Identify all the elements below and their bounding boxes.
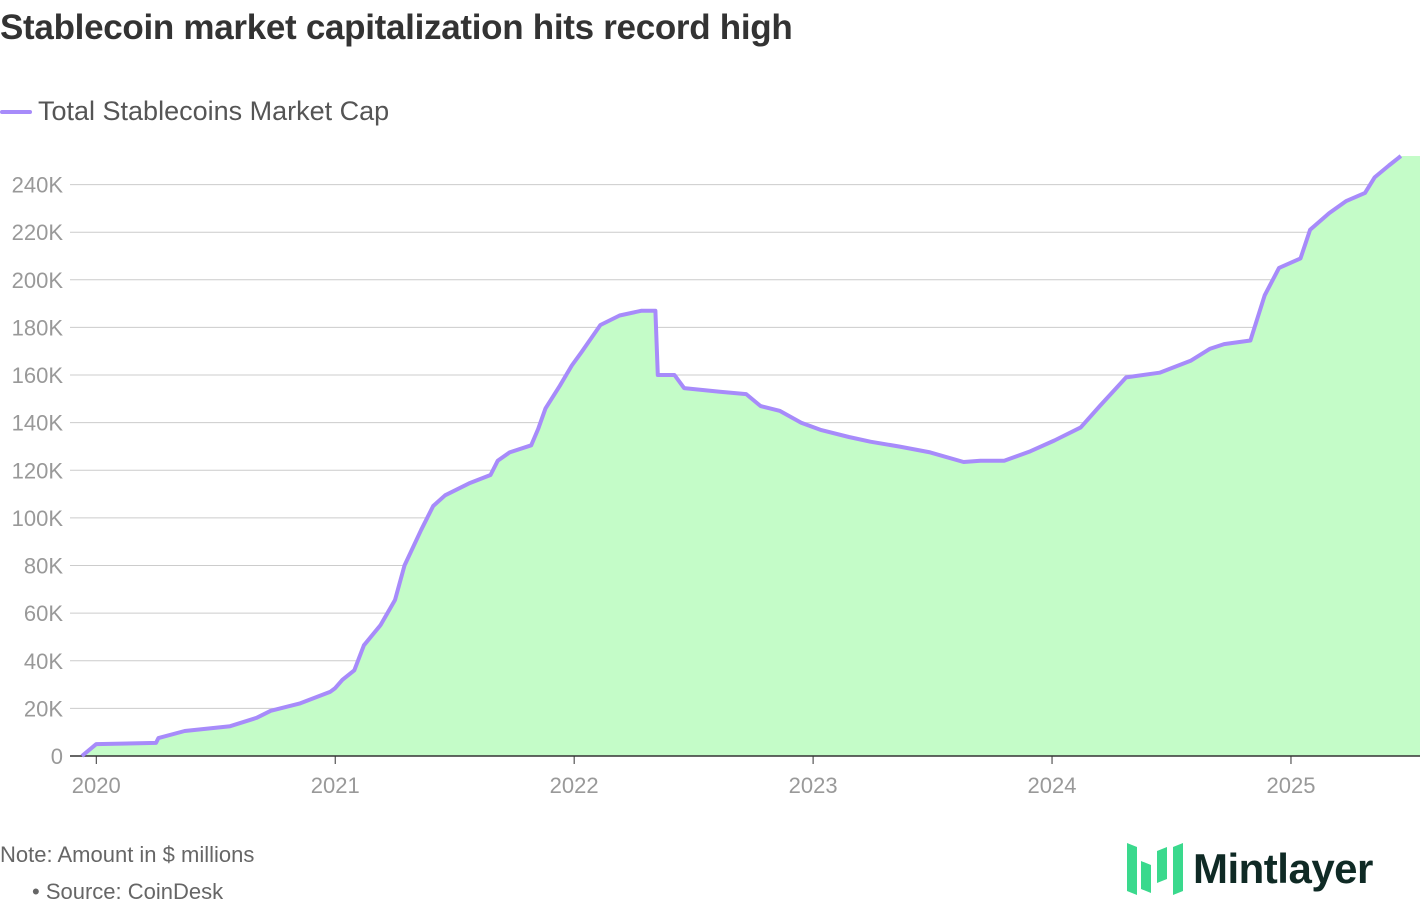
y-tick-label: 120K [12, 458, 64, 483]
legend-swatch [0, 109, 32, 114]
y-tick-label: 200K [12, 268, 64, 293]
legend: Total Stablecoins Market Cap [0, 96, 389, 127]
x-tick-label: 2022 [550, 773, 599, 798]
y-tick-label: 20K [24, 696, 63, 721]
y-tick-label: 60K [24, 601, 63, 626]
y-tick-label: 80K [24, 554, 63, 579]
y-tick-label: 0 [51, 744, 63, 769]
x-tick-label: 2025 [1266, 773, 1315, 798]
legend-label: Total Stablecoins Market Cap [38, 96, 390, 126]
source: • Source: CoinDesk [32, 879, 224, 904]
mintlayer-logo: Mintlayer [1127, 843, 1373, 895]
mintlayer-logo-icon [1127, 843, 1183, 895]
series-line [80, 154, 1403, 758]
x-tick-label: 2020 [72, 773, 121, 798]
y-tick-label: 240K [12, 173, 64, 198]
y-tick-label: 180K [12, 315, 64, 340]
y-tick-label: 100K [12, 506, 64, 531]
y-tick-label: 40K [24, 649, 63, 674]
area-fill [81, 156, 1420, 756]
x-tick-label: 2023 [789, 773, 838, 798]
x-tick-label: 2024 [1028, 773, 1077, 798]
logo-wordmark: Mintlayer [1193, 845, 1373, 892]
y-tick-label: 220K [12, 220, 64, 245]
note: Note: Amount in $ millions [0, 842, 255, 867]
x-tick-label: 2021 [311, 773, 360, 798]
chart-title: Stablecoin market capitalization hits re… [0, 8, 793, 47]
y-tick-label: 140K [12, 411, 64, 436]
y-tick-label: 160K [12, 363, 64, 388]
